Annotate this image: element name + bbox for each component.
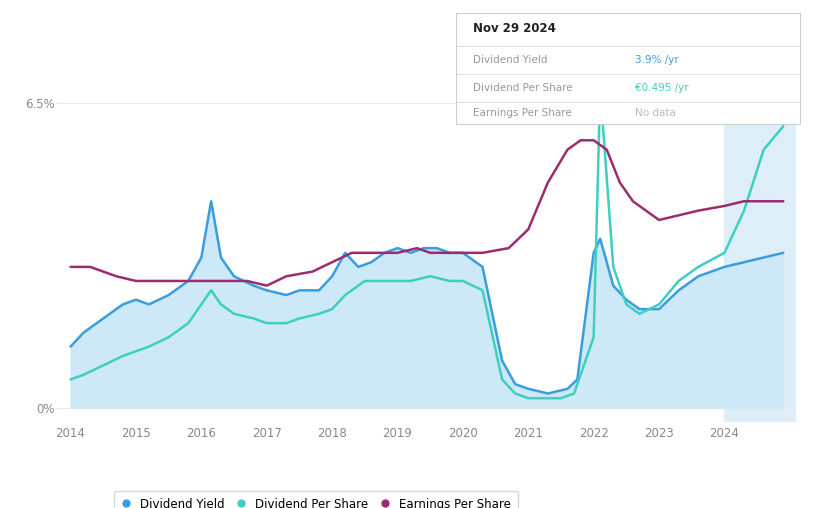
- Text: No data: No data: [635, 108, 676, 118]
- Text: €0.495 /yr: €0.495 /yr: [635, 83, 689, 93]
- Text: Past: Past: [727, 80, 752, 93]
- Text: Dividend Per Share: Dividend Per Share: [473, 83, 572, 93]
- Text: Nov 29 2024: Nov 29 2024: [473, 22, 556, 35]
- Legend: Dividend Yield, Dividend Per Share, Earnings Per Share: Dividend Yield, Dividend Per Share, Earn…: [114, 491, 518, 508]
- Text: Earnings Per Share: Earnings Per Share: [473, 108, 571, 118]
- Text: Dividend Yield: Dividend Yield: [473, 55, 548, 65]
- Text: 3.9% /yr: 3.9% /yr: [635, 55, 679, 65]
- Bar: [724, 56, 796, 422]
